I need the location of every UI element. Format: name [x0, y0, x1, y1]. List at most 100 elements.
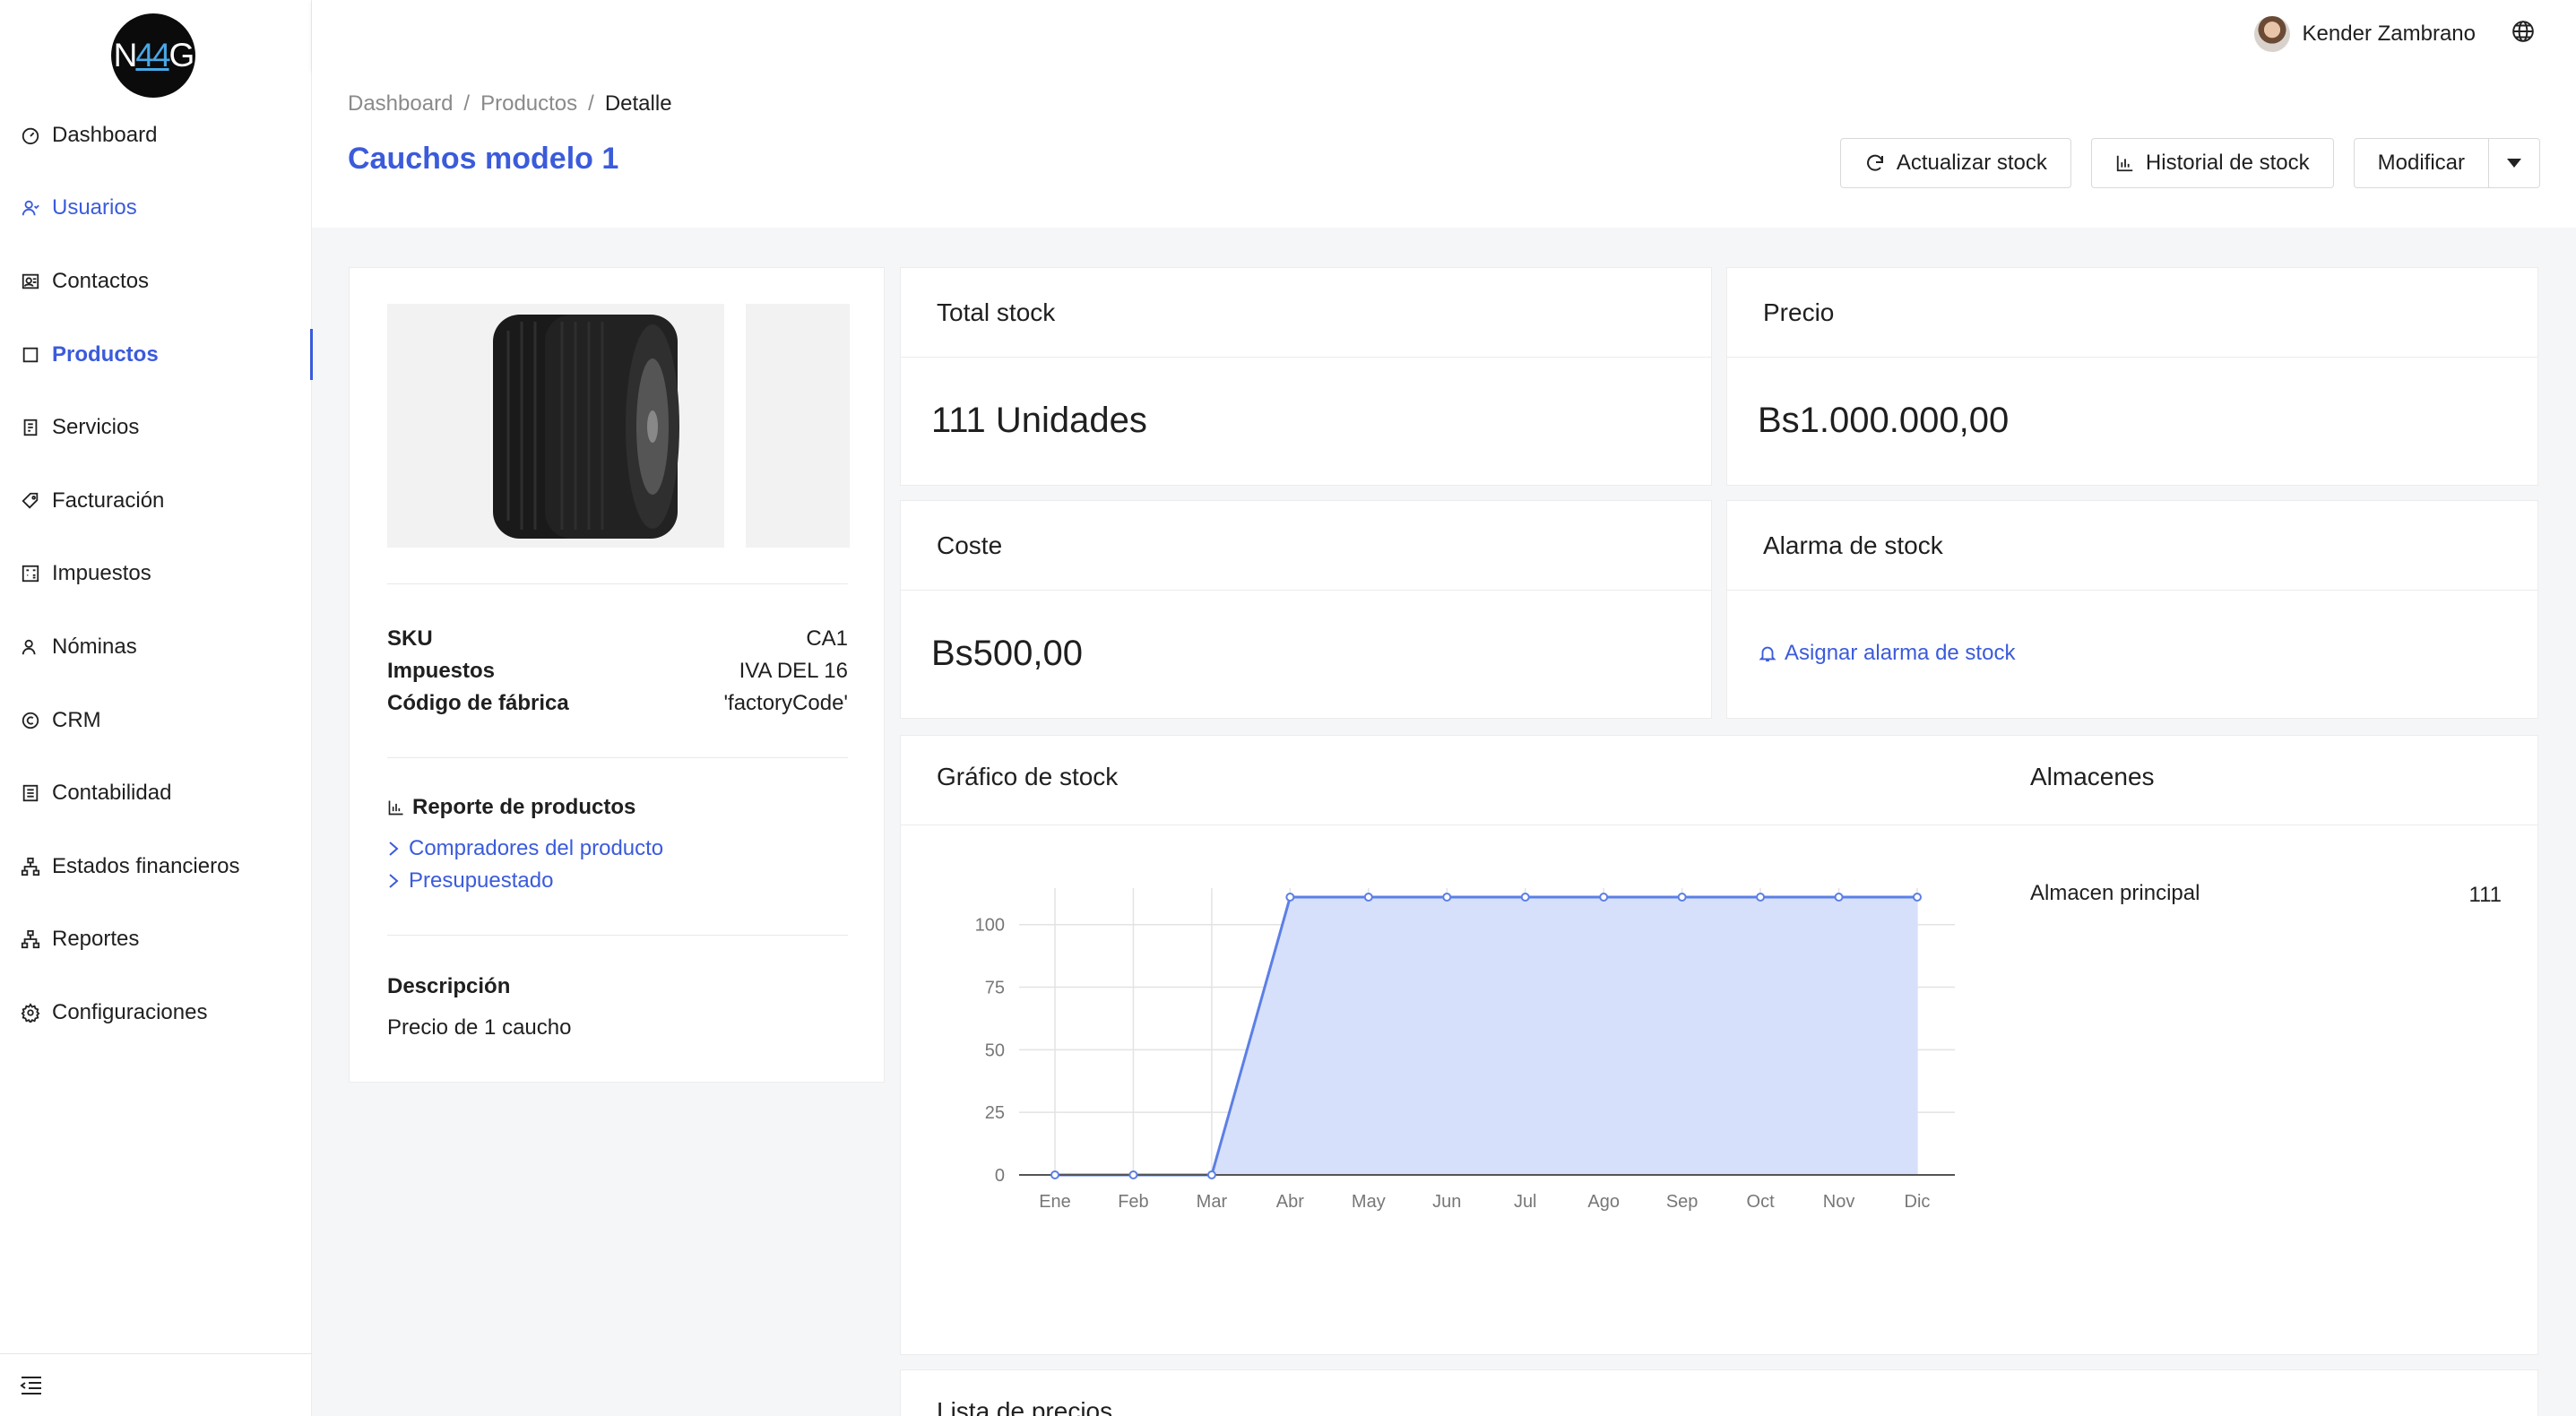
x-tick-label: Jun	[1432, 1192, 1461, 1212]
update-stock-button[interactable]: Actualizar stock	[1839, 138, 2071, 188]
sidebar-item-contabilidad[interactable]: Contabilidad	[0, 756, 312, 830]
price-card: Precio Bs1.000.000,00	[1726, 267, 2538, 486]
sidebar-item-label: Usuarios	[52, 195, 137, 220]
sidebar-item-label: Reportes	[52, 927, 140, 952]
sidebar-item-configuraciones[interactable]: Configuraciones	[0, 976, 312, 1049]
spec-row-codigo-fabrica: Código de fábrica 'factoryCode'	[387, 691, 848, 716]
assign-alarm-label: Asignar alarma de stock	[1785, 641, 2016, 665]
user-menu[interactable]: Kender Zambrano	[2253, 14, 2476, 54]
warehouse-qty: 111	[2468, 883, 2502, 907]
product-image[interactable]	[387, 304, 724, 548]
services-icon	[20, 417, 41, 438]
sidebar-item-estados-financieros[interactable]: Estados financieros	[0, 830, 312, 903]
sidebar-item-label: Servicios	[52, 415, 140, 440]
y-tick-label: 50	[985, 1040, 1005, 1060]
y-tick-label: 75	[985, 979, 1005, 998]
data-point	[1363, 893, 1373, 902]
logo[interactable]: N 44 G	[111, 13, 195, 98]
logo-text-left: N	[113, 37, 138, 73]
cost-card: Coste Bs500,00	[900, 500, 1712, 719]
warehouse-name: Almacen principal	[2030, 881, 2200, 905]
sidebar-item-label: Estados financieros	[52, 853, 240, 878]
page-title: Cauchos modelo 1	[348, 142, 619, 176]
chart-title: Gráfico de stock	[937, 763, 1119, 790]
spec-row-sku: SKU CA1	[387, 626, 848, 652]
sidebar-collapse-button[interactable]	[0, 1353, 312, 1416]
x-tick-label: Nov	[1823, 1192, 1855, 1212]
contacts-icon	[20, 271, 41, 292]
chevron-right-icon	[387, 840, 400, 858]
data-point	[1756, 893, 1766, 902]
breadcrumb-productos[interactable]: Productos	[480, 91, 578, 116]
buyers-link[interactable]: Compradores del producto	[387, 836, 663, 861]
modify-button-group: Modificar	[2353, 138, 2540, 188]
product-image-thumbnail[interactable]	[746, 304, 850, 548]
card-title: Coste	[901, 501, 1711, 591]
data-point	[1599, 893, 1609, 902]
sidebar-item-servicios[interactable]: Servicios	[0, 391, 312, 464]
spec-key: Código de fábrica	[387, 691, 569, 715]
stock-history-label: Historial de stock	[2145, 151, 2310, 175]
stock-chart-card: Gráfico de stock Almacenes Almacen princ…	[900, 735, 2538, 1355]
sidebar-item-label: Productos	[52, 341, 159, 367]
top-bar: Kender Zambrano	[312, 0, 2576, 70]
update-stock-label: Actualizar stock	[1896, 151, 2047, 175]
x-tick-label: Sep	[1666, 1192, 1699, 1212]
spec-value: 'factoryCode'	[723, 691, 848, 715]
avatar	[2253, 16, 2290, 52]
sidebar: N 44 G Dashboard Usuarios Contactos Produc…	[0, 0, 313, 1416]
stock-history-button[interactable]: Historial de stock	[2090, 138, 2334, 188]
sidebar-item-facturacion[interactable]: Facturación	[0, 464, 312, 538]
gear-icon	[20, 1002, 41, 1023]
buyers-link-label: Compradores del producto	[409, 836, 664, 860]
sidebar-item-reportes[interactable]: Reportes	[0, 903, 312, 977]
x-tick-label: Feb	[1118, 1192, 1148, 1212]
data-point	[1913, 893, 1922, 902]
price-value: Bs1.000.000,00	[1758, 400, 2010, 440]
sidebar-item-contactos[interactable]: Contactos	[0, 245, 312, 318]
budget-link[interactable]: Presupuestado	[387, 868, 553, 894]
assign-alarm-link[interactable]: Asignar alarma de stock	[1727, 591, 2537, 716]
x-tick-label: May	[1352, 1192, 1386, 1212]
more-actions-dropdown[interactable]	[2489, 138, 2540, 188]
spec-value: CA1	[806, 626, 848, 651]
sidebar-item-productos[interactable]: Productos	[0, 318, 313, 392]
card-title: Precio	[1727, 268, 2537, 358]
description-title: Descripción	[387, 974, 511, 998]
sidebar-item-crm[interactable]: CRM	[0, 684, 312, 757]
data-point	[1050, 1170, 1059, 1179]
page-header: Dashboard / Productos / Detalle Cauchos mode…	[312, 70, 2576, 228]
x-tick-label: Ago	[1587, 1192, 1620, 1212]
refresh-icon	[1864, 152, 1886, 174]
x-tick-label: Jul	[1514, 1192, 1537, 1212]
sidebar-item-dashboard[interactable]: Dashboard	[0, 99, 312, 172]
reports-icon	[20, 928, 41, 950]
modify-button[interactable]: Modificar	[2353, 138, 2489, 188]
sidebar-item-nominas[interactable]: Nóminas	[0, 610, 312, 684]
calculator-icon	[20, 563, 41, 584]
sidebar-item-usuarios[interactable]: Usuarios	[0, 172, 312, 246]
chevron-right-icon	[387, 872, 400, 890]
sidebar-item-label: Dashboard	[52, 122, 158, 147]
logo-text-right: G	[169, 37, 195, 73]
bar-chart-icon	[387, 799, 405, 816]
breadcrumb-dashboard[interactable]: Dashboard	[348, 91, 454, 116]
price-list-title: Lista de precios	[937, 1397, 1113, 1416]
x-tick-label: Mar	[1197, 1192, 1228, 1212]
sidebar-item-impuestos[interactable]: Impuestos	[0, 538, 312, 611]
data-point	[1520, 893, 1530, 902]
x-tick-label: Dic	[1905, 1192, 1931, 1212]
breadcrumb-current: Detalle	[604, 91, 672, 116]
total-stock-value: 111 Unidades	[931, 400, 1147, 440]
x-tick-label: Abr	[1276, 1192, 1304, 1212]
data-point	[1677, 893, 1687, 902]
x-tick-label: Oct	[1747, 1192, 1776, 1212]
spec-row-impuestos: Impuestos IVA DEL 16	[387, 659, 848, 684]
menu-collapse-icon	[20, 1376, 43, 1395]
data-point	[1442, 893, 1452, 902]
globe-icon[interactable]	[2511, 20, 2535, 43]
product-card: SKU CA1 Impuestos IVA DEL 16 Código de f…	[349, 267, 885, 1083]
budget-link-label: Presupuestado	[409, 868, 554, 893]
divider	[387, 935, 848, 936]
y-tick-label: 25	[985, 1103, 1005, 1123]
